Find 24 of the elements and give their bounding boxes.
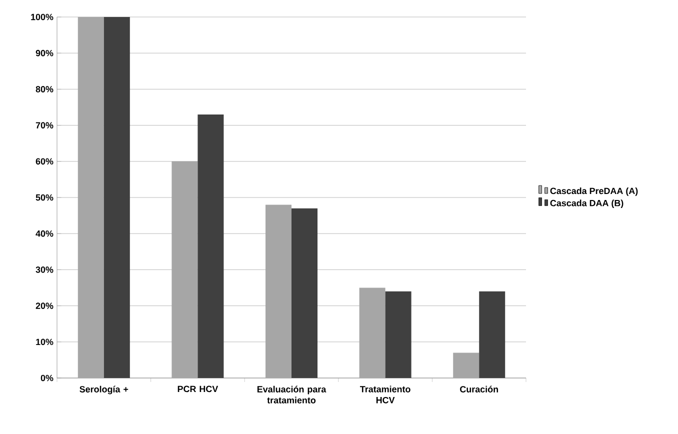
bar bbox=[453, 352, 480, 378]
bar bbox=[479, 291, 506, 378]
y-tick-label: 20% bbox=[36, 302, 54, 309]
bar bbox=[198, 114, 224, 378]
y-tick-label: 0% bbox=[40, 374, 54, 382]
y-tick-label: 40% bbox=[36, 230, 54, 237]
y-tick-label: 30% bbox=[36, 266, 54, 273]
x-tick-label: Tratamiento HCV bbox=[360, 386, 410, 404]
y-tick-label: 90% bbox=[36, 50, 54, 56]
bar bbox=[104, 16, 130, 378]
legend-label: Cascada PreDAA (A) bbox=[550, 188, 638, 196]
y-tick-label: 10% bbox=[36, 338, 54, 346]
x-tick-label: Curación bbox=[460, 386, 498, 392]
x-tick-label: Evaluación para tratamiento bbox=[257, 386, 326, 404]
y-tick-label: 100% bbox=[31, 14, 54, 20]
y-tick-label: 50% bbox=[36, 194, 54, 201]
x-tick-label: PCR HCV bbox=[178, 386, 218, 392]
x-tick-label: Serología + bbox=[80, 386, 128, 394]
y-tick-label: 70% bbox=[36, 122, 54, 128]
bar bbox=[292, 208, 318, 378]
y-tick-label: 60% bbox=[36, 158, 54, 165]
bar bbox=[385, 291, 412, 378]
legend-label: Cascada DAA (B) bbox=[550, 200, 624, 208]
y-tick-label: 80% bbox=[36, 86, 54, 92]
